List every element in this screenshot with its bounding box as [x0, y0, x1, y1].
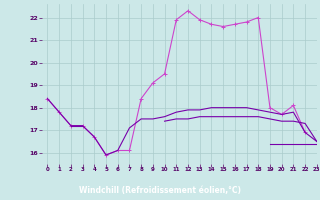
Text: Windchill (Refroidissement éolien,°C): Windchill (Refroidissement éolien,°C) [79, 186, 241, 196]
